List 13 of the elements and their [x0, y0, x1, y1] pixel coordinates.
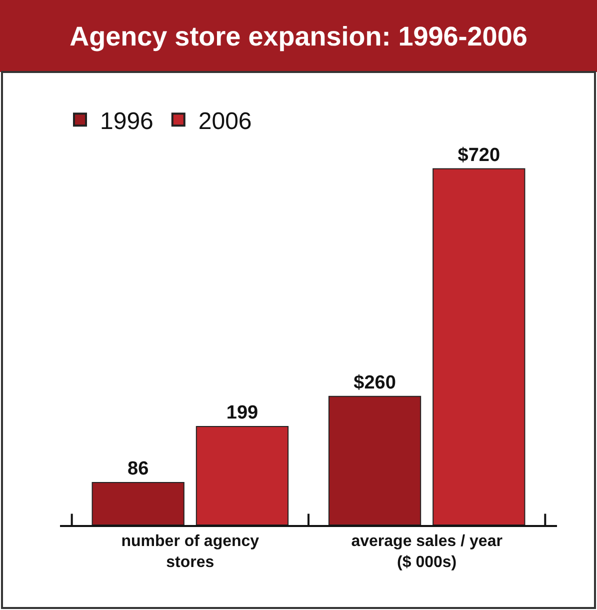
data-label: 86 [128, 458, 149, 480]
bar [328, 396, 422, 525]
x-tick-label: number of agency stores [121, 533, 260, 571]
bar [432, 168, 526, 525]
chart-title: Agency store expansion: 1996-2006 [70, 21, 528, 52]
data-label: 199 [226, 402, 258, 424]
bar [196, 426, 289, 525]
legend-label: 2006 [198, 108, 252, 135]
x-tick-label: average sales / year ($ 000s) [351, 533, 502, 571]
legend-label: 1996 [100, 108, 154, 135]
data-label: $720 [458, 144, 500, 166]
data-label: $260 [354, 372, 396, 394]
bar [92, 482, 184, 525]
